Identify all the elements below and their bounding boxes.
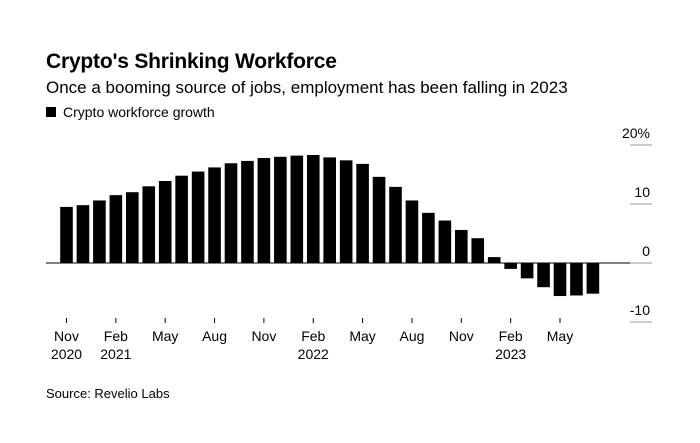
- bar: [76, 205, 90, 263]
- legend-label: Crypto workforce growth: [63, 104, 215, 120]
- bar: [191, 171, 205, 263]
- bar: [553, 263, 567, 297]
- bar: [60, 206, 73, 263]
- bar: [290, 155, 304, 263]
- x-tick-label: May: [349, 328, 375, 344]
- bar: [93, 200, 106, 263]
- bar: [142, 186, 156, 263]
- y-tick-label: -10: [630, 302, 650, 318]
- bar: [274, 156, 287, 263]
- chart-legend: Crypto workforce growth: [46, 104, 215, 120]
- bar: [109, 195, 123, 263]
- bar: [323, 157, 336, 263]
- y-tick-label: 0: [642, 243, 650, 259]
- chart-subtitle: Once a booming source of jobs, employmen…: [46, 78, 568, 97]
- bar: [422, 212, 435, 263]
- bar: [126, 192, 139, 263]
- bar: [520, 263, 534, 279]
- bar: [175, 175, 188, 263]
- bar: [158, 180, 172, 263]
- x-tick-label: 2022: [298, 346, 329, 362]
- x-tick-label: May: [152, 328, 178, 344]
- y-axis: 20% 10 0 -10: [622, 125, 652, 323]
- bar: [306, 155, 320, 263]
- y-tick-label: 20%: [622, 125, 650, 141]
- bar: [487, 257, 501, 263]
- bar: [339, 160, 353, 263]
- bar: [389, 186, 402, 263]
- x-tick-label: May: [547, 328, 573, 344]
- bar: [208, 167, 221, 263]
- chart-title: Crypto's Shrinking Workforce: [46, 50, 337, 73]
- x-tick-label: 2020: [51, 346, 82, 362]
- bar: [586, 263, 600, 294]
- chart-source: Source: Revelio Labs: [46, 386, 170, 401]
- bar: [438, 220, 452, 263]
- x-tick-label: Feb: [499, 328, 523, 344]
- x-tick-label: Feb: [301, 328, 325, 344]
- bars: [60, 155, 600, 297]
- bar: [471, 238, 485, 263]
- bar: [504, 263, 517, 269]
- x-tick-label: Feb: [104, 328, 128, 344]
- legend-swatch: [46, 107, 56, 117]
- bar: [570, 263, 583, 296]
- bar: [257, 157, 271, 263]
- bar: [537, 263, 550, 288]
- x-tick-label: Aug: [399, 328, 424, 344]
- x-tick-label: Nov: [449, 328, 474, 344]
- bar: [356, 163, 369, 263]
- bar: [455, 229, 468, 263]
- x-tick-label: Nov: [54, 328, 79, 344]
- bar: [241, 160, 254, 263]
- bar: [372, 176, 386, 263]
- x-tick-label: 2023: [495, 346, 526, 362]
- y-tick-label: 10: [634, 184, 650, 200]
- bar: [224, 163, 238, 263]
- x-tick-label: Aug: [202, 328, 227, 344]
- x-axis: Nov 2020 Feb 2021 May Aug Nov Feb 2022 May Aug Nov F…: [51, 318, 573, 362]
- x-tick-label: 2021: [100, 346, 131, 362]
- x-tick-label: Nov: [251, 328, 276, 344]
- bar: [405, 200, 419, 263]
